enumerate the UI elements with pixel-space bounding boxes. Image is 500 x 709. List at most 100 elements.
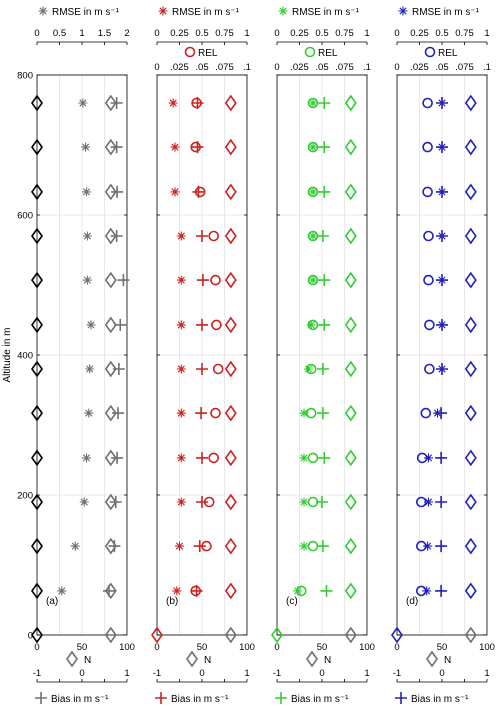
rmse-marker	[170, 142, 180, 152]
bias-marker	[196, 363, 208, 375]
rel-marker	[424, 319, 435, 331]
rel-marker	[208, 230, 219, 242]
bias-marker	[435, 451, 448, 464]
n-marker-zero	[151, 626, 163, 644]
bias-tick-label: -1	[33, 668, 41, 679]
rel-tick-label: .1	[363, 62, 371, 73]
bias-tick-label: 0	[439, 668, 444, 679]
n-marker-zero	[31, 626, 43, 644]
panel-d: 0 50 100 N -1 0 1 Bias in m s⁻¹ 0 0.25 0.5 0.75 1 RMS…	[391, 6, 495, 705]
rmse-marker	[175, 541, 184, 551]
rel-axis-label: REL	[318, 48, 338, 59]
rmse-tick-label: 1	[244, 28, 249, 39]
rmse-tick-label: 1.5	[98, 28, 111, 39]
bias-marker	[318, 318, 331, 331]
rel-tick-label: .025	[410, 62, 429, 73]
rel-marker	[422, 97, 433, 109]
bias-marker	[192, 185, 205, 198]
n-legend-diamond-icon	[66, 650, 78, 668]
rmse-marker	[437, 98, 447, 108]
n-marker	[224, 94, 237, 112]
rmse-marker	[308, 231, 318, 241]
bias-tick-label: -1	[273, 668, 281, 679]
n-marker	[344, 227, 357, 245]
n-marker	[344, 537, 357, 555]
n-marker	[224, 271, 237, 289]
rmse-tick-label: 0	[154, 28, 159, 39]
rmse-marker	[424, 497, 433, 507]
bias-marker	[196, 318, 208, 331]
bias-marker	[193, 540, 206, 553]
panel-label: (d)	[406, 596, 418, 607]
n-marker-zero	[31, 360, 43, 378]
rmse-tick-label: 0	[394, 28, 399, 39]
n-marker	[464, 227, 477, 245]
panel-b: 0 50 100 N -1 0 1 Bias in m s⁻¹ 0 0.25 0.5 0.75 1 RMS…	[151, 6, 255, 705]
bias-marker	[111, 451, 124, 464]
rel-tick-label: .1	[483, 62, 491, 73]
bias-axis-label: Bias in m s⁻¹	[171, 694, 229, 705]
n-marker-zero	[271, 626, 283, 644]
n-marker	[464, 316, 477, 334]
n-marker	[104, 626, 117, 644]
rmse-marker	[85, 364, 95, 374]
bias-marker	[435, 540, 448, 553]
rmse-marker	[57, 586, 67, 596]
bias-marker	[318, 185, 331, 198]
n-marker	[464, 360, 477, 378]
rel-marker	[208, 452, 219, 464]
n-axis-label: N	[204, 655, 211, 666]
n-marker	[224, 493, 237, 511]
rmse-marker	[299, 541, 309, 551]
rmse-marker	[433, 408, 442, 418]
rel-legend-circle-icon	[304, 46, 316, 58]
n-tick-label: 0	[154, 642, 159, 653]
bias-marker	[435, 496, 448, 508]
rmse-tick-label: 0.5	[53, 28, 66, 39]
n-marker	[464, 271, 477, 289]
rmse-marker	[172, 586, 182, 596]
y-tick-label: 200	[17, 491, 33, 502]
n-tick-label: 0	[394, 642, 399, 653]
rel-marker	[212, 363, 224, 375]
n-marker	[104, 271, 117, 289]
y-tick-label: 400	[17, 351, 33, 362]
bias-marker	[117, 274, 130, 287]
rmse-marker	[437, 187, 447, 197]
rmse-marker	[84, 408, 94, 418]
rel-marker	[422, 186, 433, 198]
rmse-marker	[299, 453, 309, 463]
rmse-marker	[176, 497, 186, 507]
n-marker-zero	[31, 493, 43, 511]
rmse-marker	[437, 142, 447, 152]
n-marker	[104, 493, 117, 511]
bias-marker	[318, 141, 331, 154]
n-marker-zero	[31, 582, 43, 600]
rel-legend-circle-icon	[184, 46, 196, 58]
rmse-marker	[86, 320, 96, 330]
bias-tick-label: 1	[124, 668, 129, 679]
n-tick-label: 50	[197, 642, 208, 653]
rmse-marker	[308, 275, 318, 285]
rmse-marker	[308, 142, 318, 152]
bias-tick-label: 0	[199, 668, 204, 679]
n-marker	[344, 582, 357, 600]
n-marker-zero	[31, 94, 43, 112]
rel-marker	[307, 452, 319, 464]
n-marker	[344, 626, 357, 644]
rel-marker	[210, 407, 221, 419]
bias-marker	[103, 584, 115, 597]
n-marker	[464, 626, 477, 644]
rel-marker	[210, 274, 221, 286]
rel-tick-label: .05	[435, 62, 448, 73]
rmse-marker	[176, 453, 186, 463]
panel-a: 0 50 100 N -1 0 1 Bias in m s⁻¹ 0 0.5 1 1.5 2 RMSE in…	[31, 6, 135, 705]
bias-axis-label: Bias in m s⁻¹	[291, 694, 349, 705]
rmse-marker	[299, 497, 309, 507]
rel-marker	[307, 540, 319, 552]
n-marker	[464, 582, 477, 600]
n-marker	[224, 537, 237, 555]
n-marker-zero	[31, 316, 43, 334]
n-axis-label: N	[84, 655, 91, 666]
n-marker	[104, 94, 117, 112]
